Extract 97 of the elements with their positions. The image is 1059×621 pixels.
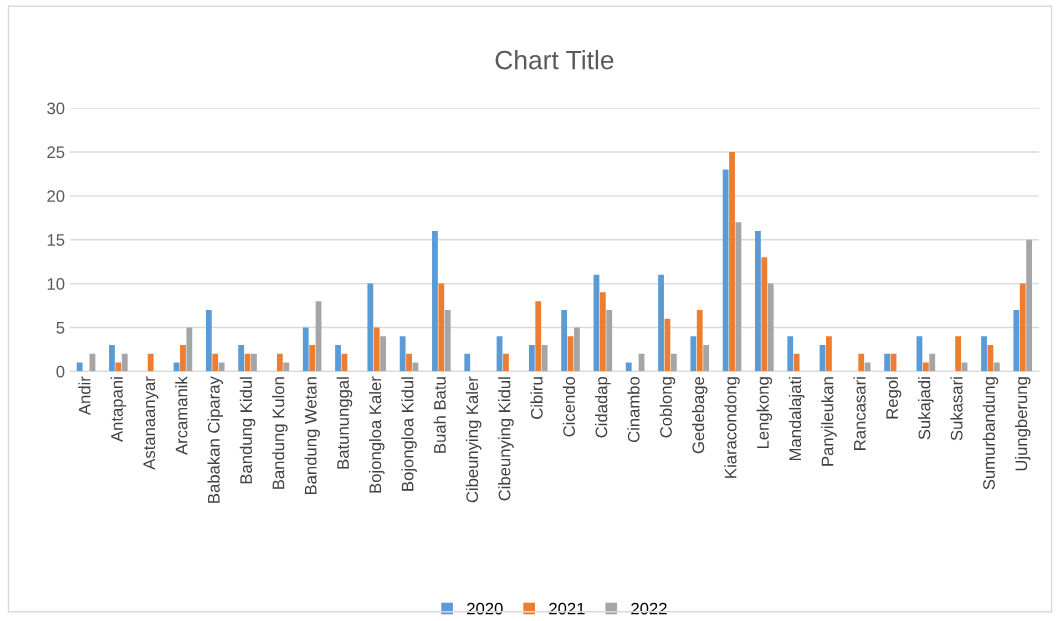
- x-tick-label: Sumurbandung: [982, 377, 999, 490]
- y-tick-label: 5: [56, 322, 65, 334]
- bar: [438, 283, 445, 372]
- x-tick-label: Arcamanik: [175, 376, 188, 455]
- y-tick-label: 30: [47, 102, 65, 115]
- x-tick-label: Mandalajati: [788, 377, 805, 461]
- bar: [703, 345, 710, 372]
- bar: [535, 301, 542, 372]
- bar: [1026, 239, 1033, 372]
- bar: [561, 309, 568, 372]
- x-tick-label: Cicendo: [562, 376, 576, 437]
- bar: [755, 230, 761, 372]
- x-tick-label: Antapani: [110, 377, 127, 442]
- bar: [335, 345, 341, 372]
- x-tick-label: Buah Batu: [433, 377, 446, 453]
- x-tick-label: Cibeunying Kidul: [498, 377, 514, 501]
- bar: [690, 336, 697, 372]
- x-tick-label: Bandung Kulon: [272, 377, 288, 489]
- x-tick-label: Coblong: [659, 377, 676, 438]
- x-tick-label: Batununggal: [336, 377, 353, 469]
- bar: [205, 309, 212, 372]
- bar: [373, 327, 380, 372]
- bar: [929, 353, 936, 372]
- bar: [993, 362, 1000, 372]
- bar: [464, 353, 471, 372]
- bar: [574, 327, 580, 372]
- bar: [180, 345, 186, 372]
- x-tick-label: Cidadap: [595, 376, 611, 438]
- x-tick-label: Bojongloa Kidul: [401, 377, 417, 491]
- bar: [606, 309, 613, 372]
- bar: [599, 292, 606, 372]
- bar: [186, 327, 193, 372]
- x-tick-label: Kiaracondong: [724, 377, 740, 478]
- bar: [238, 345, 245, 372]
- bar: [406, 353, 412, 372]
- bar: [109, 345, 115, 372]
- x-tick-label: Panyileukan: [821, 377, 837, 466]
- y-tick-label: 25: [47, 146, 65, 159]
- bar: [858, 353, 865, 372]
- bar: [380, 336, 387, 372]
- x-tick-label: Andir: [78, 376, 91, 416]
- bar: [922, 362, 929, 372]
- y-tick-label: 0: [56, 365, 65, 378]
- bar: [955, 336, 962, 372]
- bar: [432, 230, 438, 372]
- x-tick-label: Regol: [885, 377, 902, 419]
- x-tick-label: Cinambo: [627, 376, 640, 443]
- x-tick-label: Astanaanyar: [143, 376, 159, 470]
- bar: [884, 353, 891, 372]
- bar: [276, 353, 283, 372]
- x-tick-label: Gedebage: [691, 376, 708, 454]
- bar: [503, 353, 509, 372]
- bar: [658, 274, 664, 372]
- bar: [625, 362, 632, 372]
- x-tick-label: Rancasari: [853, 377, 866, 450]
- x-tick-label: Bojongloa Kaler: [368, 376, 385, 493]
- bar: [218, 362, 225, 372]
- bar: [115, 362, 122, 372]
- x-tick-label: Bandung Kidul: [239, 377, 256, 484]
- bar: [787, 336, 794, 372]
- bar: [528, 345, 535, 372]
- bar: [1013, 309, 1020, 372]
- bar: [670, 353, 677, 372]
- y-tick-label: 10: [47, 277, 65, 290]
- y-tick-label: 20: [47, 190, 65, 203]
- x-tick-label: Babakan Ciparay: [207, 376, 224, 503]
- bar: [399, 336, 406, 372]
- y-tick-label: 15: [47, 234, 65, 246]
- bar: [76, 362, 83, 372]
- x-tick-label: Cibiru: [530, 377, 543, 419]
- bar: [767, 283, 774, 372]
- bar: [722, 169, 729, 372]
- bar: [367, 283, 374, 372]
- x-tick-label: Sukasari: [950, 377, 963, 441]
- bar: [444, 309, 451, 372]
- bar: [302, 327, 309, 372]
- bar: [1019, 283, 1026, 372]
- bar: [541, 345, 548, 372]
- bar: [793, 353, 800, 372]
- bar: [981, 336, 987, 372]
- bar: [212, 353, 219, 372]
- bar: [121, 353, 128, 372]
- bar: [761, 257, 768, 372]
- x-tick-label: Bandung Wetan: [304, 377, 320, 495]
- bar: [864, 362, 871, 372]
- bar: [309, 345, 316, 372]
- bar: [826, 336, 832, 372]
- x-tick-label: Sukajadi: [918, 377, 934, 440]
- x-tick-label: Lengkong: [756, 377, 773, 449]
- bar: [283, 362, 290, 372]
- bar: [251, 353, 257, 372]
- x-tick-label: Cibeunying Kaler: [465, 376, 482, 503]
- x-tick-label: Ujungberung: [1014, 377, 1031, 471]
- bar: [147, 353, 154, 372]
- bar: [729, 151, 735, 372]
- chart-title: Chart Title: [495, 50, 614, 70]
- bar: [696, 309, 703, 372]
